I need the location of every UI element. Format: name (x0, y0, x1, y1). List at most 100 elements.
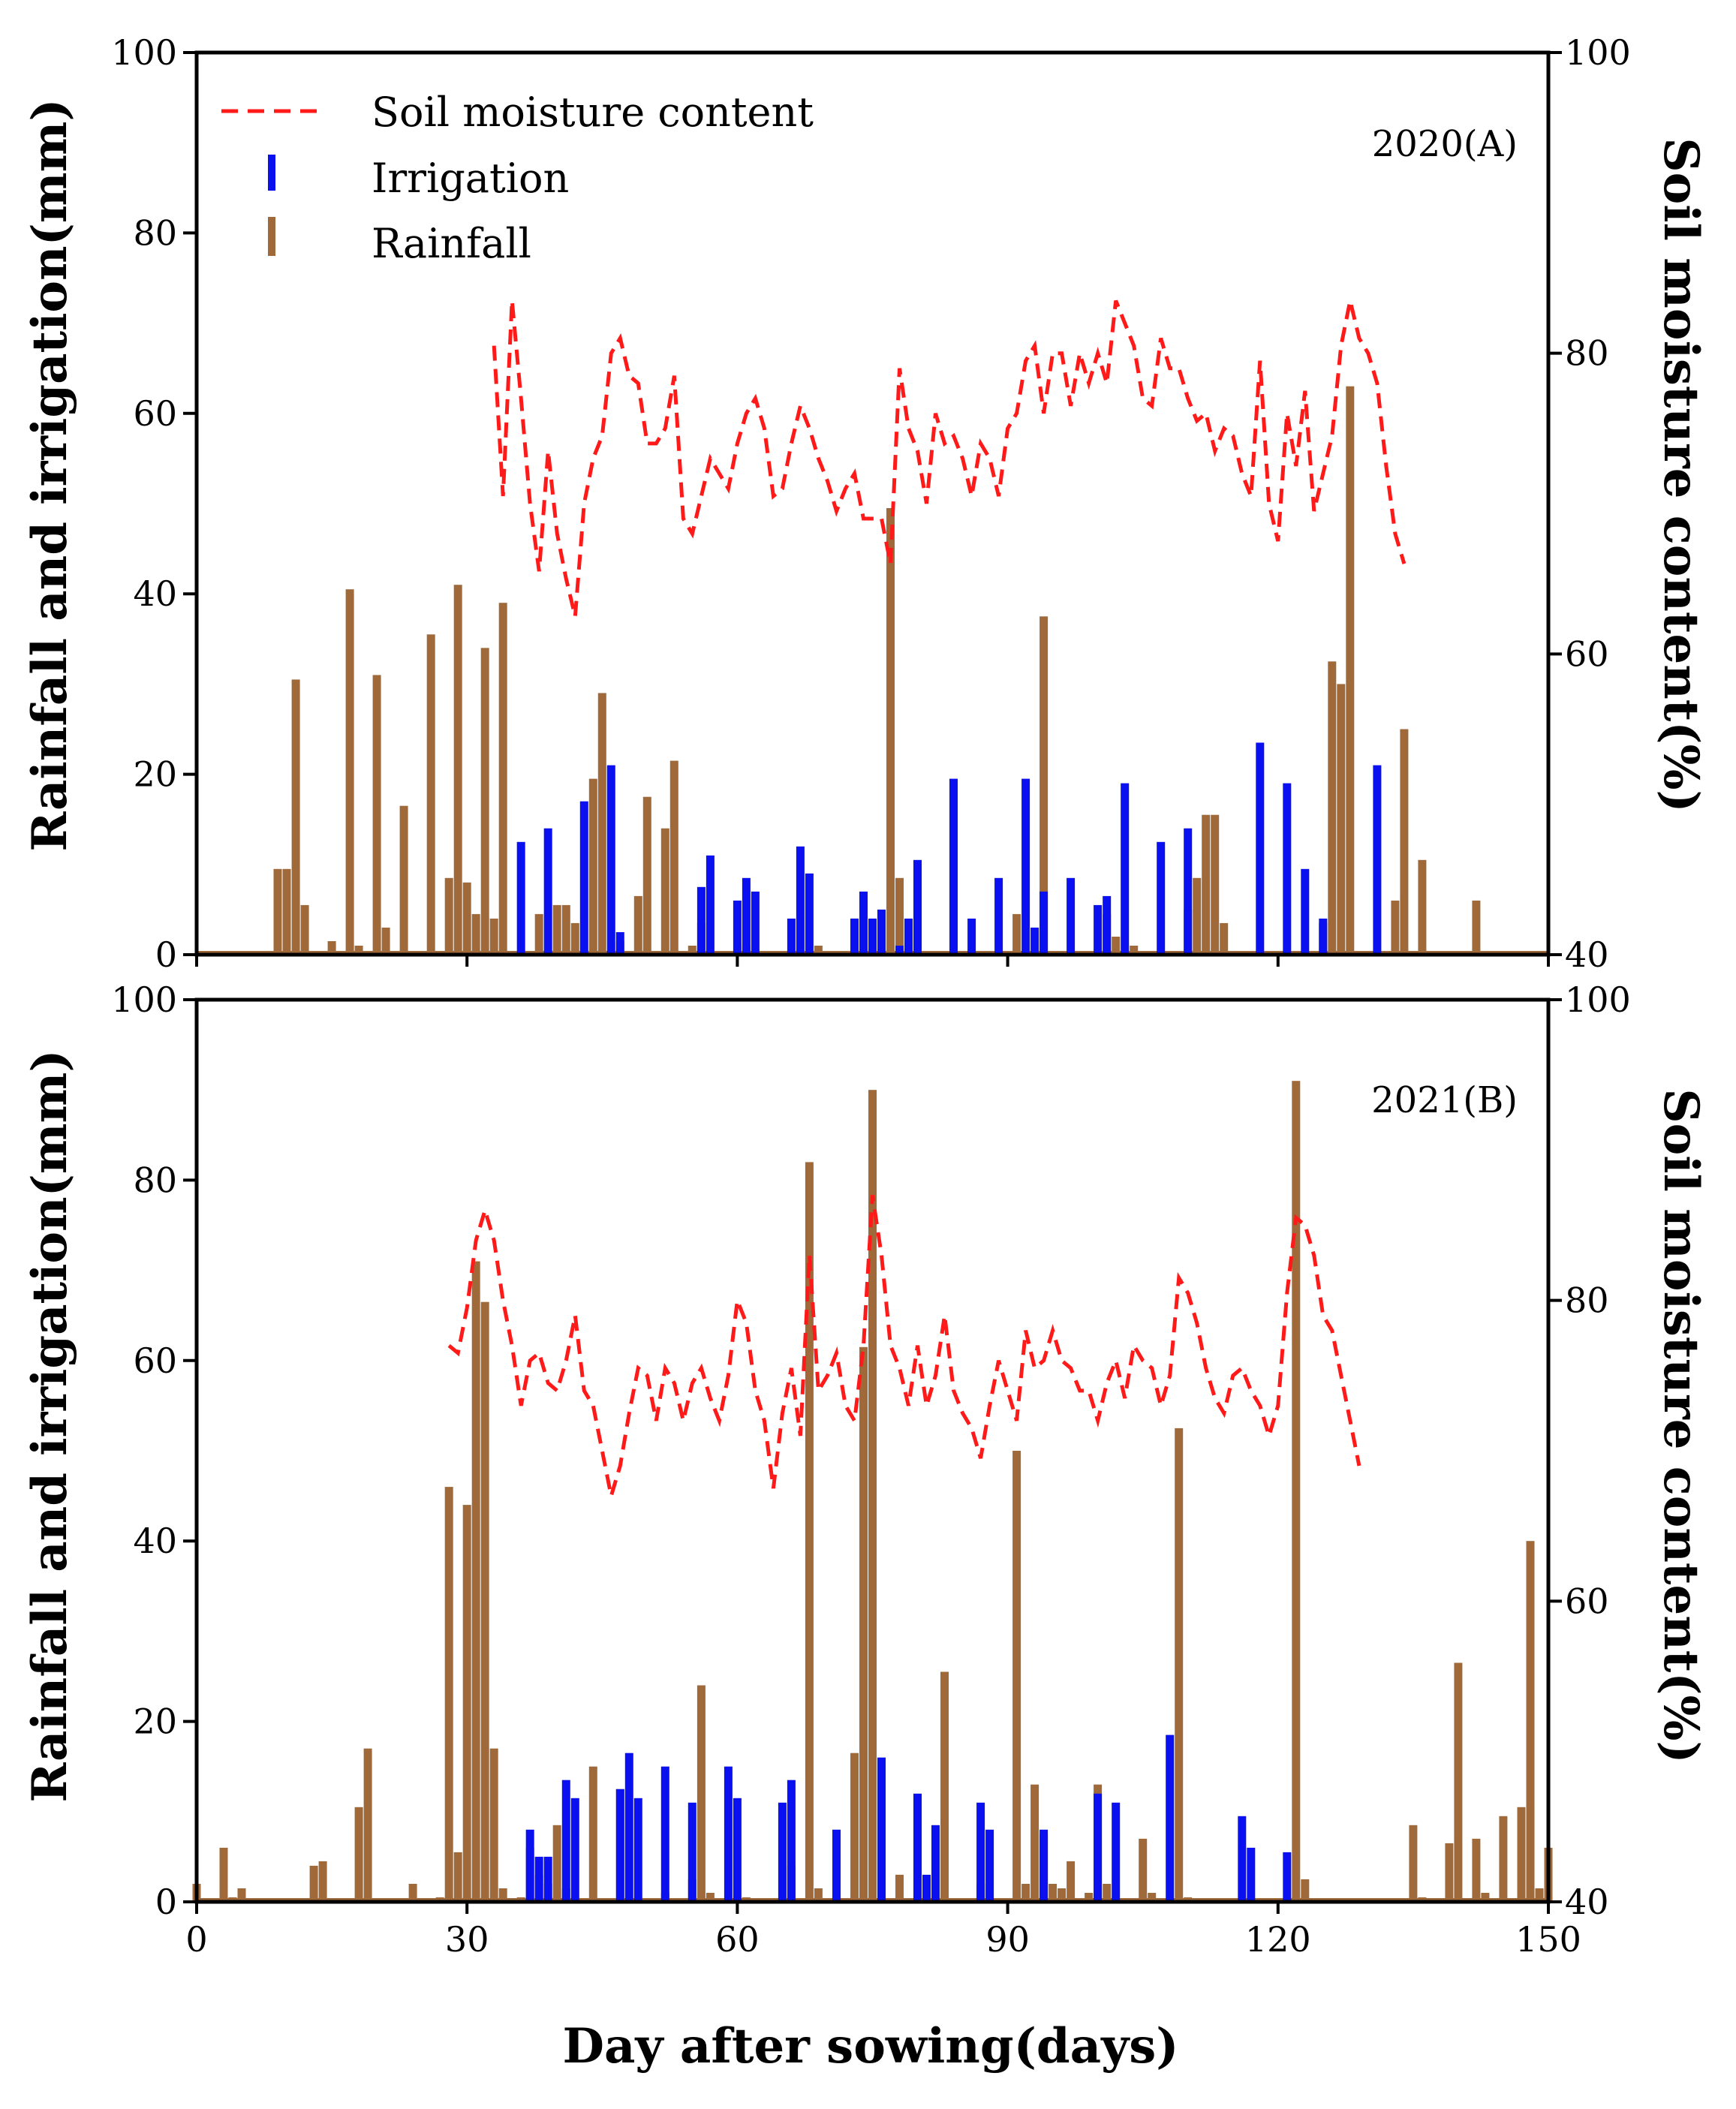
rainfall-bar (1193, 877, 1202, 955)
left-y-tick-label: 60 (133, 1340, 177, 1381)
irrigation-bar (1319, 918, 1328, 955)
rainfall-bar (1472, 900, 1481, 955)
rainfall-bar (868, 1090, 877, 1902)
irrigation-bar (733, 1798, 742, 1902)
irrigation-bar (1039, 1829, 1049, 1902)
rainfall-bar (354, 946, 363, 955)
rainfall-bar (444, 1487, 453, 1902)
left-axis-title-2020: Rainfall and irrigation(mm) (22, 98, 78, 851)
irrigation-bar (985, 1829, 994, 1902)
rainfall-bar (453, 1852, 462, 1902)
legend-rainfall-label: Rainfall (372, 220, 531, 267)
rainfall-bar (219, 1847, 228, 1902)
irrigation-bar (660, 1766, 669, 1902)
rainfall-bar (1472, 1838, 1481, 1902)
irrigation-bar (624, 1752, 633, 1902)
irrigation-bar (742, 877, 751, 955)
irrigation-bar (525, 1829, 534, 1902)
irrigation-bar (1373, 765, 1382, 955)
irrigation-bar (606, 765, 615, 955)
left-y-tick-label: 60 (133, 393, 177, 434)
irrigation-bar (1283, 1852, 1292, 1902)
irrigation-bar (1166, 1734, 1175, 1902)
rainfall-bar (1454, 1662, 1463, 1902)
irrigation-bar (796, 846, 805, 955)
panel-title-2020: 2020(A) (1372, 123, 1518, 165)
irrigation-bar (570, 1798, 579, 1902)
rainfall-bar (453, 585, 462, 955)
rainfall-bar (489, 1748, 498, 1902)
rainfall-bar (381, 927, 390, 955)
panel-2021: 0 20 40 60 80 100 40 60 80 100 0 30 60 90 120 150 2021(… (22, 979, 1709, 1960)
x-axis-title: Day after sowing(days) (562, 2018, 1178, 2074)
rainfall-bar (1346, 386, 1355, 955)
irrigation-bar (904, 918, 913, 955)
right-y-tick-label: 40 (1565, 1882, 1609, 1922)
rainfall-bar (462, 1505, 471, 1902)
right-axis-title-2021: Soil moisture content(%) (1653, 1088, 1709, 1763)
left-y-tick-label: 20 (133, 754, 177, 795)
rainfall-bar (1337, 684, 1346, 955)
rainfall-bar (1409, 1825, 1418, 1902)
rainfall-bar (1175, 1428, 1184, 1902)
soil-moisture-line (492, 299, 1407, 617)
irrigation-bar (976, 1802, 985, 1902)
rainfall-bar (850, 1752, 859, 1902)
rainfall-bar (1049, 1884, 1058, 1902)
rainfall-bar (633, 895, 642, 955)
left-y-tick-label: 100 (111, 32, 177, 73)
rainfall-bar (408, 1884, 417, 1902)
rainfall-bar (642, 796, 651, 955)
left-y-tick-label: 40 (133, 1521, 177, 1561)
rainfall-bar (399, 805, 408, 955)
left-axis-title-2021: Rainfall and irrigation(mm) (22, 1049, 78, 1802)
rainfall-bar (1012, 913, 1021, 955)
rainfall-bar (588, 778, 597, 955)
irrigation-bar (922, 1874, 931, 1902)
irrigation-bar (877, 909, 886, 955)
rainfall-bar (669, 760, 678, 955)
rainfall-bar (237, 1888, 246, 1902)
irrigation-bar (1021, 778, 1030, 955)
rainfall-bar (1184, 1897, 1193, 1902)
rainfall-bar (1400, 729, 1409, 955)
right-y-tick-label: 60 (1565, 633, 1609, 674)
rainfall-bar (1328, 661, 1337, 955)
rainfall-bar (282, 868, 291, 955)
rainfall-bar (309, 1865, 318, 1902)
rainfall-bar (435, 1897, 444, 1902)
rainfall-bar (471, 913, 480, 955)
right-y-tick-label: 40 (1565, 934, 1609, 975)
rainfall-bar (426, 634, 435, 955)
irrigation-bar (697, 886, 706, 955)
irrigation-bar (1184, 828, 1193, 955)
rainfall-bar (561, 904, 570, 955)
rainfall-bar (1445, 1843, 1454, 1902)
irrigation-bar (1121, 783, 1130, 955)
rainfall-bar (588, 1766, 597, 1902)
rainfall-bar (1418, 859, 1427, 955)
plot-area-2020: 0 20 40 60 80 100 40 60 80 100 (111, 32, 1631, 975)
x-tick-label: 60 (715, 1919, 760, 1960)
irrigation-bar (534, 1856, 543, 1902)
rainfall-bar (805, 1162, 814, 1902)
left-y-tick-label: 0 (155, 1882, 177, 1922)
irrigation-bar (967, 918, 976, 955)
right-axis-title-2020: Soil moisture content(%) (1653, 137, 1709, 812)
irrigation-bar (543, 1856, 552, 1902)
left-y-tick-label: 20 (133, 1701, 177, 1742)
rainfall-bar (1103, 1884, 1112, 1902)
irrigation-bar (724, 1766, 733, 1902)
rainfall-bar (597, 693, 606, 955)
irrigation-bar (1067, 877, 1076, 955)
irrigation-bar (543, 828, 552, 955)
x-tick-label: 0 (185, 1919, 207, 1960)
rainfall-bar (940, 1671, 949, 1902)
irrigation-bar (1039, 891, 1049, 955)
rainfall-bar (1391, 900, 1400, 955)
irrigation-bar (913, 859, 922, 955)
irrigation-bar (1238, 1816, 1247, 1902)
irrigation-bar (733, 900, 742, 955)
left-y-tick-label: 40 (133, 573, 177, 614)
rainfall-bar (1202, 814, 1211, 955)
